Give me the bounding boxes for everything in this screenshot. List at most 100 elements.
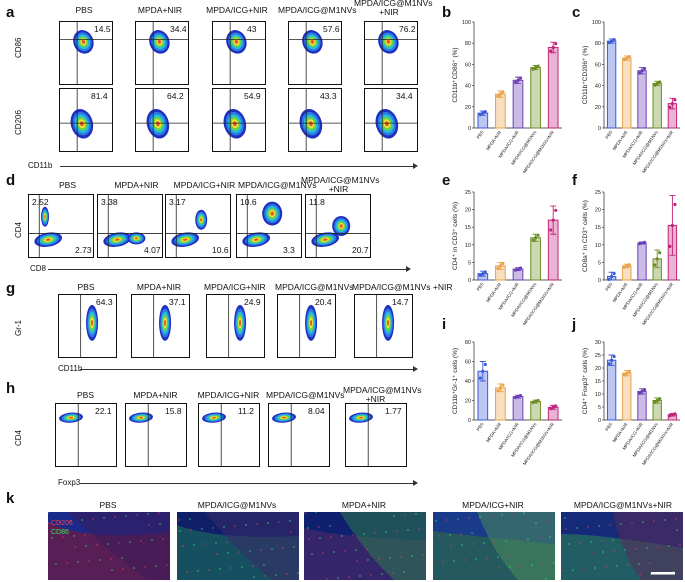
y-tick-label: 15 bbox=[595, 379, 601, 385]
x-tick-label: MPDA+NIR bbox=[485, 422, 502, 444]
y-tick-label: 20 bbox=[465, 208, 471, 214]
y-tick-label: 5 bbox=[598, 260, 601, 266]
y-tick-label: 5 bbox=[598, 405, 601, 411]
point-f-2-2 bbox=[625, 264, 629, 268]
point-b-3-1 bbox=[513, 80, 518, 85]
y-tick-label: 80 bbox=[595, 41, 601, 47]
d-ul-1: 2.52 bbox=[32, 197, 49, 207]
point-e-3-3 bbox=[518, 266, 523, 270]
a-cd86-plot-2 bbox=[135, 21, 189, 85]
a-cd206-plot-5 bbox=[364, 88, 418, 152]
g-plot-1 bbox=[58, 294, 117, 358]
point-i-3-3 bbox=[518, 393, 523, 398]
x-tick-label: MPDA/ICG@M1NVs+NIR bbox=[641, 282, 674, 326]
k-title-4: MPDA/ICG+NIR bbox=[462, 500, 524, 510]
d-title-4: MPDA/ICG@M1NVs bbox=[238, 180, 317, 190]
y-axis-label: CD4⁺ Foxp3⁺ cells (%) bbox=[582, 348, 589, 414]
h-x-arrow-head bbox=[413, 480, 418, 486]
point-e-1-2 bbox=[481, 272, 485, 276]
d-title-3: MPDA/ICG+NIR bbox=[173, 180, 236, 190]
point-c-5-2 bbox=[670, 102, 674, 106]
panel-label-k: k bbox=[6, 490, 15, 507]
a-title-4: MPDA/ICG@M1NVs bbox=[278, 5, 357, 15]
a-cd206-val-4: 43.3 bbox=[320, 91, 337, 101]
bar-f-3 bbox=[637, 242, 647, 281]
x-tick-label: PBS bbox=[604, 282, 613, 292]
point-i-1-3 bbox=[483, 362, 487, 367]
point-c-1-3 bbox=[612, 37, 616, 42]
h-val-5: 1.77 bbox=[385, 406, 402, 416]
y-tick-label: 60 bbox=[465, 360, 471, 366]
a-title-5: MPDA/ICG@M1NVs +NIR bbox=[354, 0, 433, 17]
point-j-4-3 bbox=[658, 397, 662, 401]
y-tick-label: 80 bbox=[465, 340, 471, 346]
y-tick-label: 60 bbox=[595, 62, 601, 68]
g-val-3: 24.9 bbox=[244, 297, 261, 307]
point-j-2-1 bbox=[622, 373, 626, 377]
x-tick-label: MPDA/ICG@M1NVs+NIR bbox=[641, 422, 674, 466]
bar-i-2 bbox=[495, 387, 506, 421]
point-i-2-2 bbox=[498, 386, 502, 390]
y-tick-label: 0 bbox=[468, 126, 471, 132]
panel-label-e: e bbox=[442, 172, 451, 189]
h-val-4: 8.04 bbox=[308, 406, 325, 416]
x-tick-label: MPDA+NIR bbox=[485, 282, 502, 304]
point-b-3-2 bbox=[516, 78, 520, 82]
k-legend-cd206: CD206 bbox=[51, 520, 73, 527]
bar-j-3 bbox=[637, 390, 647, 421]
g-title-2: MPDA+NIR bbox=[136, 282, 182, 292]
point-f-2-1 bbox=[622, 265, 626, 269]
bar-c-3 bbox=[637, 70, 647, 129]
panel-label-a: a bbox=[6, 4, 15, 21]
bar-b-5 bbox=[547, 46, 559, 129]
y-tick-label: 60 bbox=[465, 62, 471, 68]
g-title-4: MPDA/ICG@M1NVs bbox=[275, 282, 354, 292]
a-cd86-val-1: 14.5 bbox=[94, 24, 111, 34]
a-cd86-val-5: 76.2 bbox=[399, 24, 416, 34]
y-tick-label: 15 bbox=[465, 225, 471, 231]
d-lr-4: 3.3 bbox=[283, 245, 295, 255]
x-tick-label: PBS bbox=[475, 422, 484, 432]
g-ylabel: Gr-1 bbox=[14, 320, 23, 336]
bar-c-1 bbox=[606, 40, 617, 129]
point-b-4-3 bbox=[536, 64, 540, 68]
h-title-2: MPDA+NIR bbox=[133, 390, 178, 400]
h-val-1: 22.1 bbox=[95, 406, 112, 416]
y-axis-label: CD11b⁺CD86⁺ (%) bbox=[452, 47, 459, 102]
point-i-4-1 bbox=[531, 400, 535, 405]
point-c-4-2 bbox=[655, 81, 659, 86]
point-f-1-1 bbox=[607, 277, 611, 282]
a-cd206-val-5: 34.4 bbox=[396, 91, 413, 101]
d-plot-1 bbox=[28, 194, 94, 258]
point-i-1-1 bbox=[478, 376, 482, 380]
y-tick-label: 10 bbox=[595, 243, 601, 249]
bar-j-1 bbox=[606, 359, 617, 421]
k-title-1: PBS bbox=[99, 500, 117, 510]
point-f-5-3 bbox=[673, 202, 677, 207]
point-f-3-3 bbox=[642, 240, 647, 244]
point-i-3-2 bbox=[516, 395, 520, 399]
d-x-arrow-line bbox=[48, 269, 408, 270]
point-b-3-3 bbox=[518, 76, 523, 80]
y-tick-label: 20 bbox=[465, 399, 471, 405]
point-j-4-2 bbox=[655, 398, 659, 403]
h-title-5: MPDA/ICG@M1NVs +NIR bbox=[343, 385, 422, 404]
y-axis-label: CD4⁺ in CD3⁺ cells (%) bbox=[452, 202, 459, 270]
y-tick-label: 15 bbox=[595, 225, 601, 231]
point-f-3-2 bbox=[640, 241, 644, 245]
point-c-4-1 bbox=[653, 83, 657, 87]
point-f-3-1 bbox=[637, 242, 642, 246]
h-x-arrow-line bbox=[80, 483, 415, 484]
h-title-1: PBS bbox=[76, 390, 94, 400]
point-i-5-2 bbox=[551, 405, 555, 409]
a-cd206-plot-2 bbox=[135, 88, 189, 152]
d-title-1: PBS bbox=[58, 180, 76, 190]
point-i-4-3 bbox=[536, 398, 540, 403]
a-cd86-plot-4 bbox=[288, 21, 342, 85]
h-plot-4 bbox=[268, 403, 330, 467]
point-e-1-3 bbox=[483, 270, 487, 274]
chart-j: 0 5 10 15 20 25 30 CD4⁺ Foxp3⁺ cells (%) PBS MPDA… bbox=[582, 340, 680, 466]
d-plot-4 bbox=[236, 194, 302, 258]
point-c-1-1 bbox=[607, 40, 611, 45]
point-c-1-2 bbox=[610, 39, 614, 43]
